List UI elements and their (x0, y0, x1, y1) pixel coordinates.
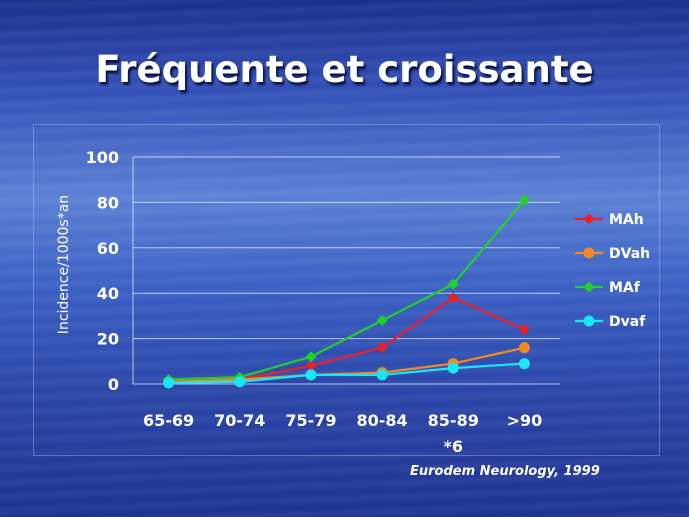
x-tick-label: 70-74 (214, 411, 265, 430)
data-point (518, 342, 530, 354)
legend-marker (583, 213, 595, 225)
data-point (305, 360, 317, 372)
legend-label: MAh (609, 212, 644, 228)
series-line-dvah (168, 346, 525, 383)
chart-frame (33, 124, 660, 456)
y-tick-label: 40 (97, 284, 119, 303)
slide-title: Fréquente et croissante (95, 48, 594, 91)
legend-label: Dvaf (609, 314, 646, 330)
legend-marker (583, 315, 595, 327)
y-axis-title: Incidence/1000s*an (56, 195, 72, 334)
data-point (376, 342, 388, 354)
data-point (518, 324, 530, 336)
legend-marker (583, 281, 595, 293)
data-point (376, 314, 388, 326)
data-point (447, 362, 459, 374)
x-tick-label: 75-79 (285, 411, 336, 430)
data-point (305, 369, 317, 381)
data-point (163, 377, 175, 389)
data-point (305, 351, 317, 363)
data-point (518, 194, 530, 206)
data-point (447, 292, 459, 304)
legend-label: MAf (609, 280, 641, 296)
x-tick-label: 80-84 (356, 411, 407, 430)
y-tick-label: 60 (97, 239, 119, 258)
source-citation: Eurodem Neurology, 1999 (410, 464, 600, 479)
data-point (234, 376, 246, 388)
legend-marker (583, 247, 595, 259)
data-point (376, 369, 388, 381)
series-line-maf (168, 199, 526, 381)
x-tick-label: 85-89 (428, 411, 479, 430)
x-tick-label: 65-69 (143, 411, 194, 430)
legend-label: DVah (609, 246, 650, 262)
y-tick-label: 100 (86, 148, 119, 167)
series-line-dvaf (168, 362, 525, 384)
y-tick-label: 80 (97, 193, 119, 212)
y-tick-label: 20 (97, 330, 119, 349)
x-annotation-label: *6 (444, 437, 464, 456)
data-point (518, 358, 530, 370)
data-point (447, 278, 459, 290)
y-tick-label: 0 (108, 375, 119, 394)
x-tick-label: >90 (507, 411, 543, 430)
